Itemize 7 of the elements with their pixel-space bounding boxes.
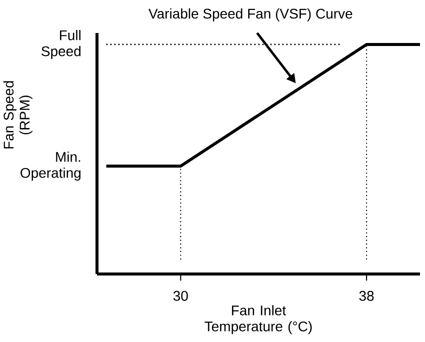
- text: Full Speed: [42, 30, 80, 59]
- x-axis-title: Fan Inlet Temperature (°C): [204, 305, 312, 334]
- text: Variable Speed Fan (VSF) Curve: [148, 8, 352, 22]
- x-tick-label: 30: [173, 290, 188, 301]
- y-axis-title: Fan Speed (RPM): [3, 81, 32, 148]
- text: Min. Operating: [20, 152, 80, 181]
- x-tick-label: 38: [359, 290, 374, 301]
